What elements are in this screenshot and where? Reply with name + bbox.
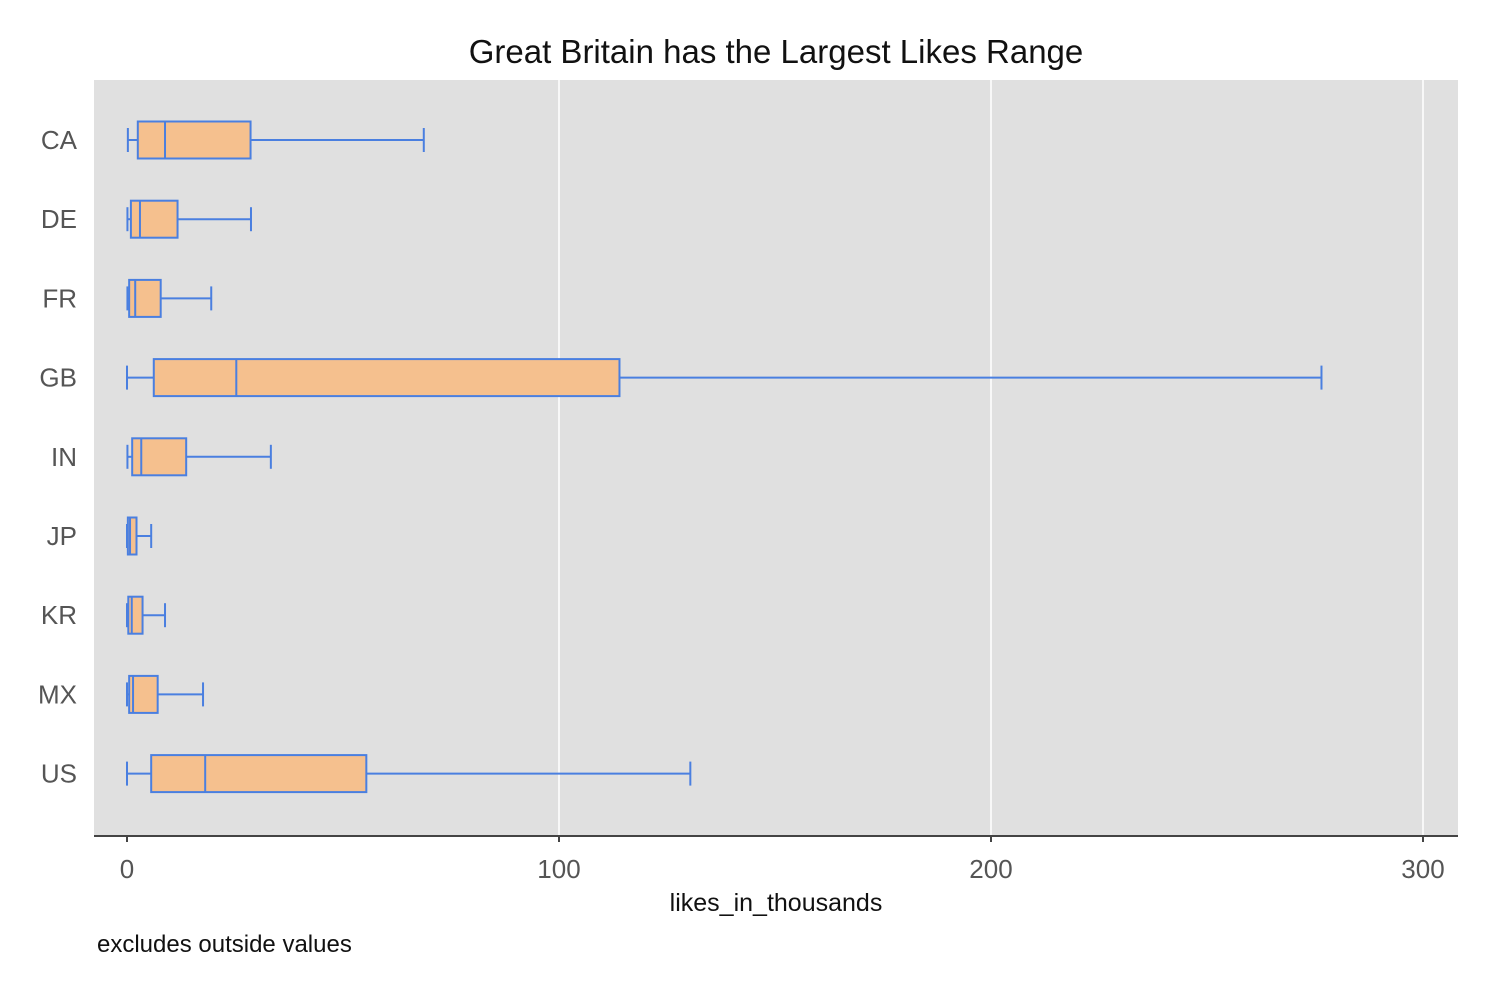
box-gb	[126, 358, 1323, 398]
box-fr	[126, 278, 213, 318]
box-ca	[126, 120, 425, 160]
y-category-label-fr: FR	[42, 283, 77, 313]
box-iqr-fr	[128, 278, 162, 318]
box-mx	[126, 674, 205, 714]
chart-title: Great Britain has the Largest Likes Rang…	[469, 33, 1084, 70]
box-us	[126, 754, 692, 794]
y-axis-categories: CA DE FR GB IN JP KR MX US	[38, 125, 78, 789]
box-iqr-gb	[152, 358, 621, 398]
box-iqr-us	[150, 754, 368, 794]
box-in	[126, 437, 272, 477]
box-iqr-ca	[136, 120, 252, 160]
box-iqr-jp	[126, 516, 138, 556]
x-tick-label-300: 300	[1401, 854, 1444, 884]
box-jp	[126, 516, 153, 556]
y-category-label-us: US	[41, 759, 77, 789]
x-tick-label-100: 100	[537, 854, 580, 884]
y-category-label-in: IN	[51, 442, 77, 472]
x-axis-ticks: 0 100 200 300	[120, 836, 1445, 884]
x-tick-label-200: 200	[969, 854, 1012, 884]
box-series	[126, 120, 1323, 794]
box-iqr-kr	[127, 595, 144, 635]
y-category-label-jp: JP	[47, 521, 77, 551]
plot-panel	[94, 80, 1458, 836]
x-axis-label: likes_in_thousands	[670, 889, 883, 917]
x-tick-label-0: 0	[120, 854, 134, 884]
box-iqr-de	[129, 199, 179, 239]
y-category-label-gb: GB	[39, 363, 77, 393]
y-category-label-kr: KR	[41, 600, 77, 630]
box-kr	[126, 595, 167, 635]
y-category-label-de: DE	[41, 204, 77, 234]
y-category-label-ca: CA	[41, 125, 78, 155]
footnote: excludes outside values	[97, 931, 352, 958]
box-de	[126, 199, 252, 239]
y-category-label-mx: MX	[38, 679, 77, 709]
grid-lines	[558, 80, 1424, 836]
